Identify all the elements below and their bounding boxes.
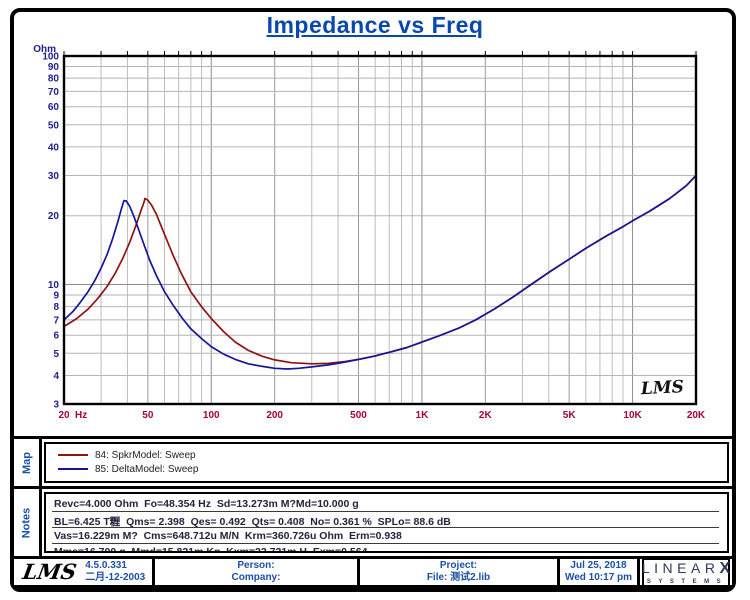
- footer-time: Wed 10:17 pm: [564, 572, 633, 583]
- legend-label-deltamodel: 85: DeltaModel: Sweep: [95, 463, 199, 475]
- footer-bar: LMS 4.5.0.331 二月-12-2003 Person: Company…: [14, 556, 732, 588]
- footer-project-cell: Project: File: 测试2.lib: [360, 559, 560, 585]
- svg-text:60: 60: [48, 102, 60, 113]
- svg-text:100: 100: [42, 52, 59, 63]
- page-title: Impedance vs Freq: [266, 12, 484, 38]
- svg-text:7: 7: [53, 315, 59, 326]
- note-line-1: Revc=4.000 Ohm Fo=48.354 Hz Sd=13.273m M…: [52, 496, 719, 512]
- note-line-4: Mms=16.700 g Mmd=15.821m Kg Kxm=22.721m …: [52, 544, 719, 552]
- footer-brand-cell: LINEAR X SYSTEMS: [640, 559, 732, 585]
- version-block: 4.5.0.331 二月-12-2003: [85, 560, 145, 584]
- svg-text:80: 80: [48, 74, 60, 85]
- map-legend-box: 84: SpkrModel: Sweep 85: DeltaModel: Swe…: [44, 442, 729, 483]
- legend-item-deltamodel: 85: DeltaModel: Sweep: [58, 462, 727, 476]
- svg-text:5: 5: [53, 349, 59, 360]
- svg-text:50: 50: [142, 410, 154, 421]
- notes-side-label: Notes: [14, 489, 42, 556]
- svg-text:90: 90: [48, 62, 60, 73]
- page-border: [10, 8, 736, 592]
- linearx-x: X: [719, 559, 731, 577]
- svg-text:10K: 10K: [623, 410, 642, 421]
- svg-text:50: 50: [48, 120, 60, 131]
- note-line-2: BL=6.425 T糎 Qms= 2.398 Qes= 0.492 Qts= 0…: [52, 512, 719, 528]
- svg-text:1K: 1K: [416, 410, 430, 421]
- company-label: Company:: [231, 572, 281, 583]
- person-label: Person:: [237, 560, 275, 571]
- map-label: Map: [20, 451, 33, 474]
- linearx-word: LINEAR: [641, 559, 720, 576]
- notes-box: Revc=4.000 Ohm Fo=48.354 Hz Sd=13.273m M…: [44, 492, 729, 553]
- lms-logo: LMS: [20, 559, 79, 584]
- svg-text:70: 70: [48, 87, 60, 98]
- chart-area: Ohm 100 90 80 70 60 50 40 30 20 10 9 8 7 6 5 4 3 20 Hz 50 100…: [18, 44, 730, 436]
- map-side-label: Map: [14, 439, 42, 486]
- svg-text:8: 8: [53, 302, 59, 313]
- footer-version-cell: LMS 4.5.0.331 二月-12-2003: [14, 559, 155, 585]
- svg-text:Ohm: Ohm: [33, 44, 56, 55]
- svg-text:Hz: Hz: [75, 410, 87, 421]
- svg-text:4: 4: [53, 371, 59, 382]
- deltamodel-line-swatch: [58, 468, 88, 470]
- notes-section: Notes Revc=4.000 Ohm Fo=48.354 Hz Sd=13.…: [14, 486, 732, 556]
- svg-text:20: 20: [48, 211, 60, 222]
- notes-label: Notes: [20, 507, 33, 538]
- svg-text:LMS: LMS: [639, 377, 684, 399]
- svg-text:20: 20: [58, 410, 70, 421]
- version-number: 4.5.0.331: [85, 560, 127, 571]
- project-label: Project:: [439, 560, 478, 571]
- svg-text:40: 40: [48, 142, 60, 153]
- footer-date-cell: Jul 25, 2018 Wed 10:17 pm: [560, 559, 640, 585]
- linearx-logo: LINEAR X SYSTEMS: [642, 559, 730, 585]
- legend: 84: SpkrModel: Sweep 85: DeltaModel: Swe…: [46, 444, 727, 476]
- svg-text:500: 500: [350, 410, 367, 421]
- svg-text:6: 6: [53, 331, 59, 342]
- legend-label-spkrmodel: 84: SpkrModel: Sweep: [95, 449, 196, 461]
- svg-text:200: 200: [266, 410, 283, 421]
- svg-text:100: 100: [203, 410, 220, 421]
- file-label: File: 测试2.lib: [426, 572, 491, 583]
- map-section: Map 84: SpkrModel: Sweep 85: DeltaModel:…: [14, 436, 732, 486]
- systems-word: SYSTEMS: [646, 578, 729, 585]
- svg-text:2K: 2K: [479, 410, 493, 421]
- footer-date: Jul 25, 2018: [570, 560, 627, 571]
- footer-person-cell: Person: Company:: [155, 559, 360, 585]
- spkrmodel-line-swatch: [58, 454, 88, 456]
- svg-text:9: 9: [53, 290, 59, 301]
- svg-text:20K: 20K: [687, 410, 706, 421]
- note-line-3: Vas=16.229m M? Cms=648.712u M/N Krm=360.…: [52, 528, 719, 544]
- svg-text:5K: 5K: [563, 410, 577, 421]
- legend-item-spkrmodel: 84: SpkrModel: Sweep: [58, 448, 727, 462]
- svg-text:30: 30: [48, 171, 60, 182]
- version-date: 二月-12-2003: [85, 572, 146, 583]
- svg-text:3: 3: [53, 400, 59, 411]
- svg-text:10: 10: [48, 280, 60, 291]
